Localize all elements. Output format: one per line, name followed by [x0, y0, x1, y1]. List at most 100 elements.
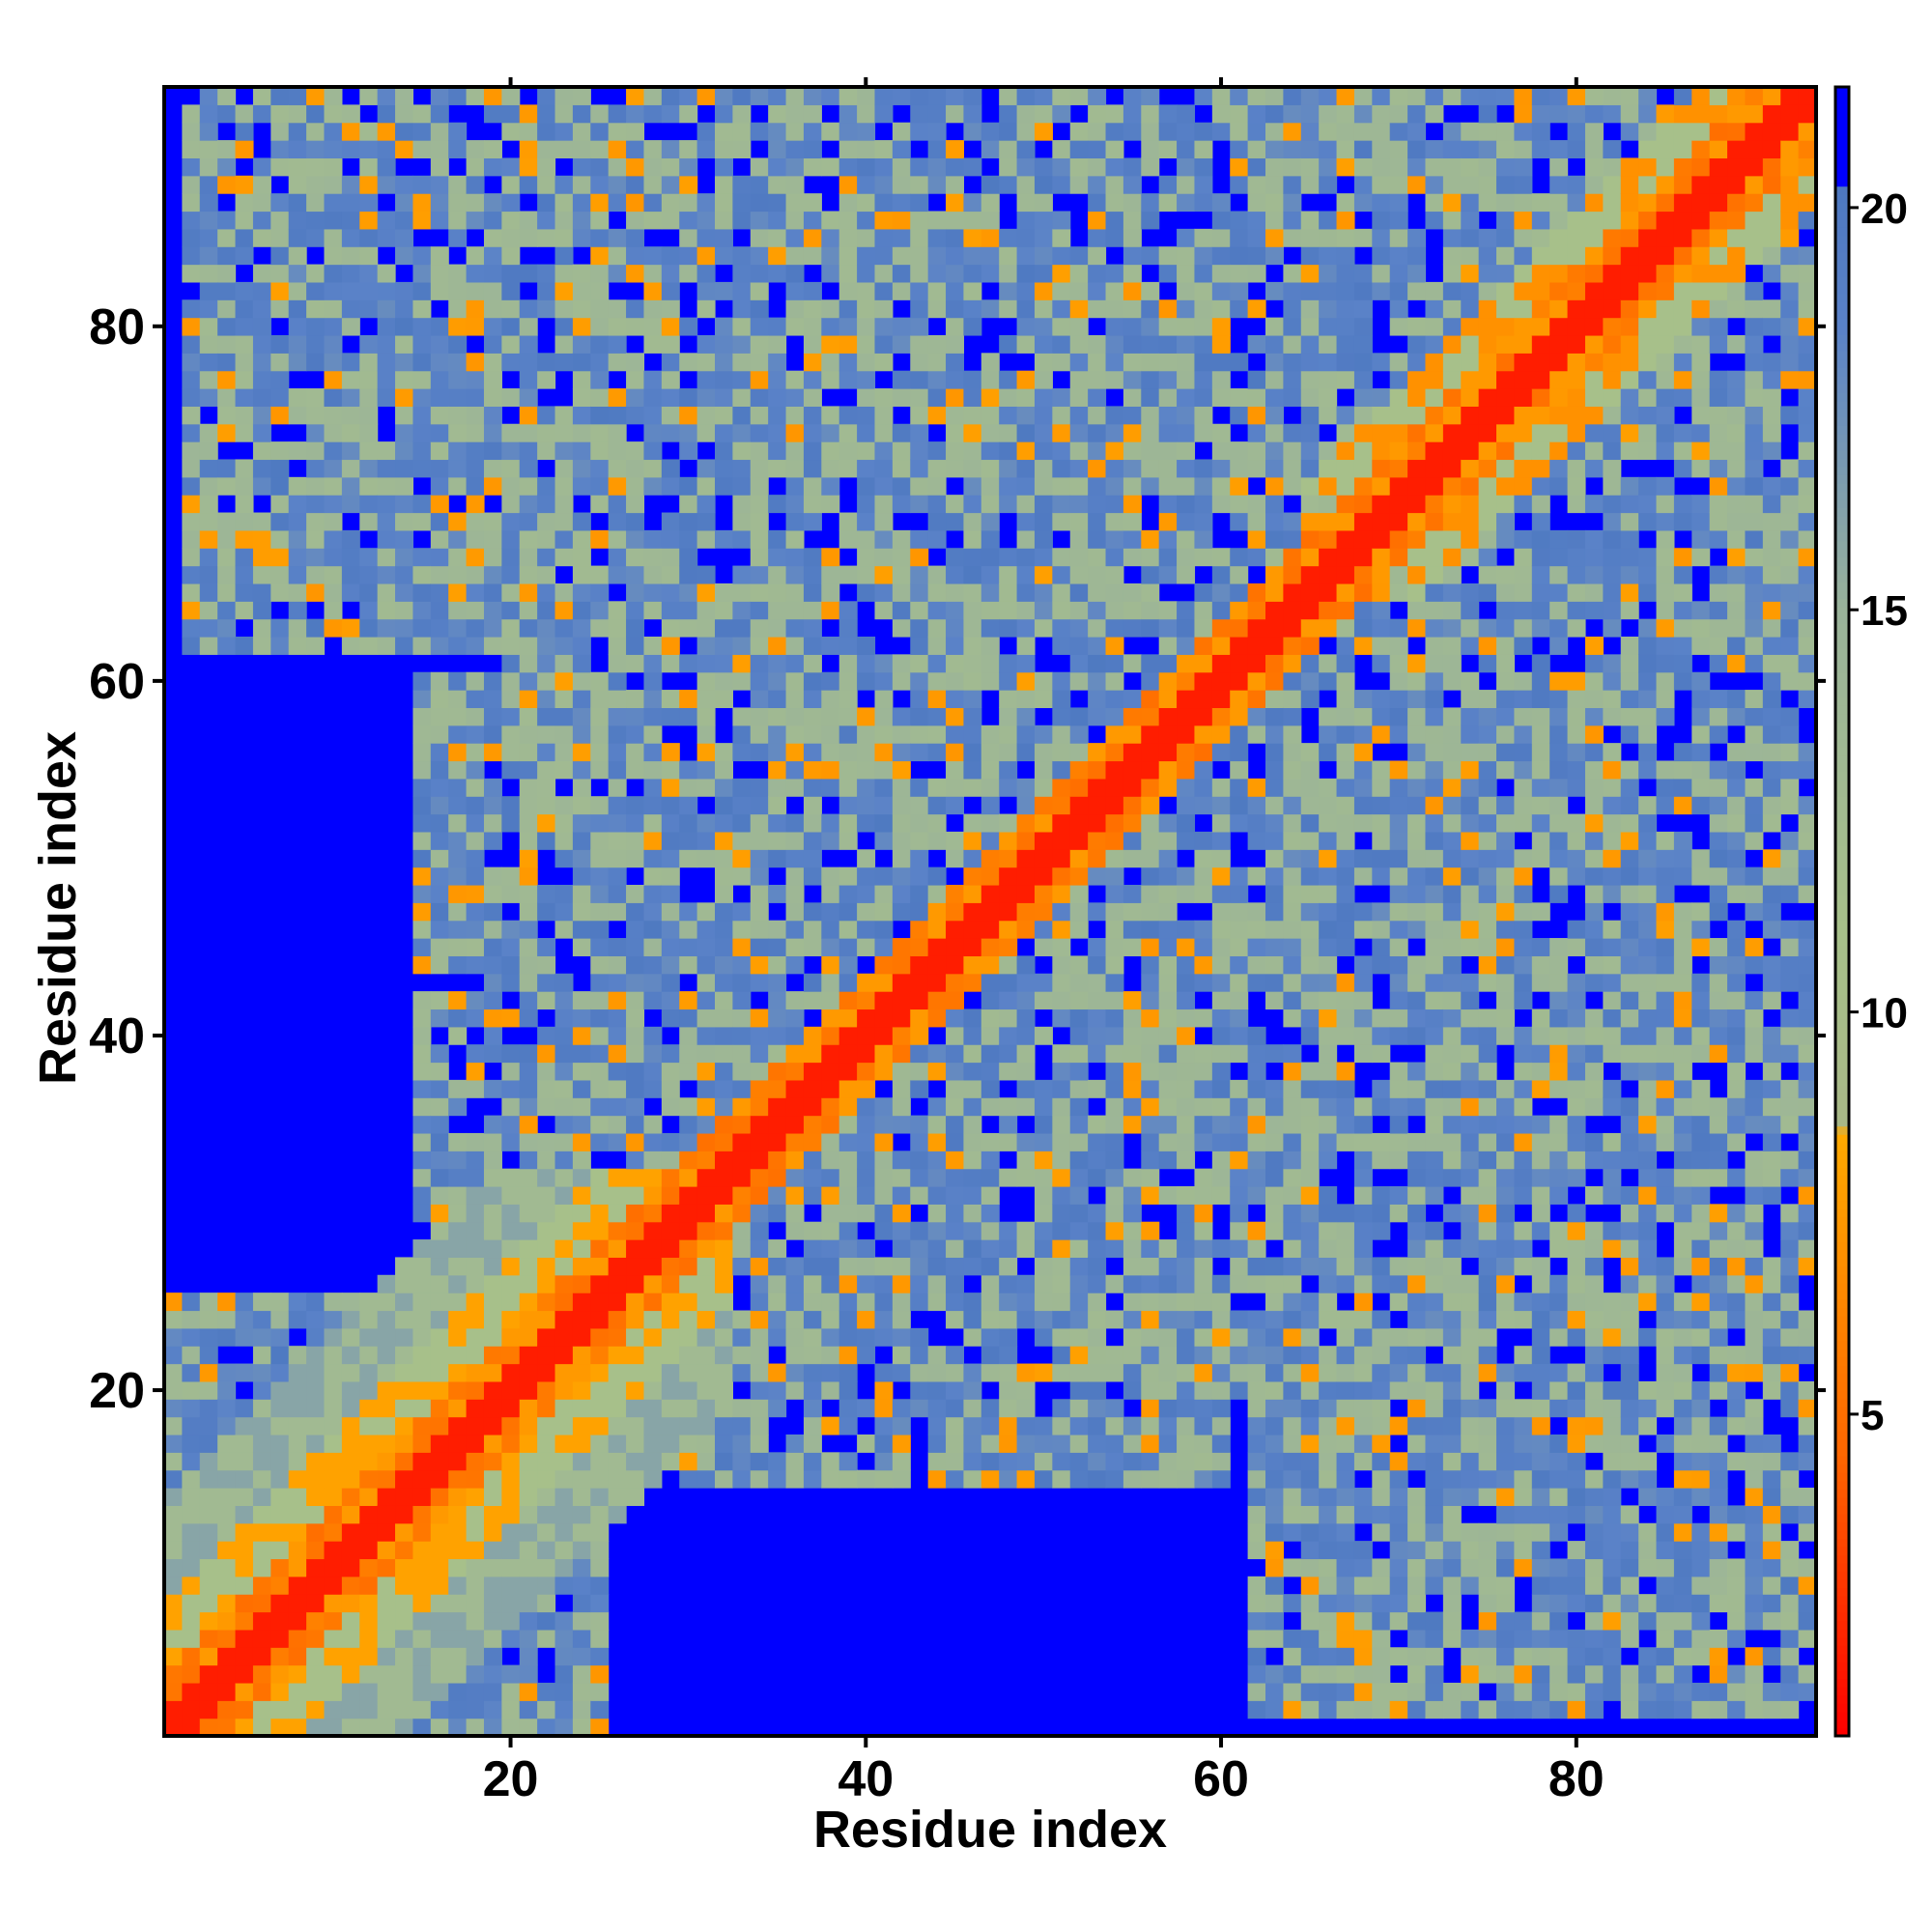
heatmap-cell	[1319, 831, 1338, 850]
heatmap-cell	[217, 459, 237, 478]
heatmap-cell	[412, 582, 432, 602]
heatmap-cell	[306, 1327, 326, 1347]
heatmap-cell	[217, 1700, 237, 1719]
heatmap-cell	[715, 973, 733, 992]
heatmap-cell	[1336, 796, 1355, 815]
heatmap-cell	[1283, 512, 1302, 531]
heatmap-cell	[838, 1168, 858, 1187]
heatmap-cell	[910, 353, 929, 372]
heatmap-cell	[1247, 778, 1266, 797]
heatmap-cell	[715, 991, 733, 1010]
heatmap-cell	[1158, 1452, 1178, 1471]
heatmap-cell	[1177, 920, 1196, 939]
heatmap-cell	[1177, 1363, 1196, 1382]
heatmap-cell	[306, 122, 326, 141]
heatmap-cell	[1016, 1044, 1036, 1064]
heatmap-cell	[554, 1062, 574, 1081]
heatmap-cell	[235, 104, 254, 124]
heatmap-cell	[572, 707, 591, 726]
heatmap-cell	[430, 1380, 449, 1400]
heatmap-cell	[679, 1434, 698, 1453]
heatmap-cell	[590, 884, 610, 903]
heatmap-cell	[1122, 317, 1142, 336]
heatmap-cell	[1069, 1293, 1089, 1312]
heatmap-cell	[1372, 1009, 1391, 1028]
heatmap-cell	[1300, 1522, 1320, 1542]
heatmap-cell	[661, 778, 680, 797]
heatmap-cell	[1034, 1293, 1053, 1312]
heatmap-cell	[946, 1346, 965, 1365]
heatmap-cell	[430, 1274, 449, 1293]
heatmap-cell	[377, 618, 396, 638]
heatmap-cell	[1052, 459, 1071, 478]
heatmap-cell	[696, 1132, 716, 1151]
heatmap-cell	[946, 1310, 965, 1329]
heatmap-cell	[999, 228, 1018, 247]
heatmap-cell	[466, 1168, 485, 1187]
heatmap-cell	[963, 1310, 982, 1329]
heatmap-cell	[519, 1079, 538, 1098]
heatmap-cell	[1353, 193, 1373, 213]
heatmap-cell	[412, 1576, 432, 1595]
heatmap-cell	[448, 281, 468, 300]
heatmap-cell	[412, 1346, 432, 1365]
heatmap-cell	[768, 690, 787, 709]
heatmap-cell	[466, 281, 485, 300]
heatmap-cell	[1016, 601, 1036, 620]
heatmap-cell	[715, 938, 733, 956]
heatmap-cell	[1122, 476, 1142, 496]
heatmap-cell	[1336, 1239, 1355, 1259]
heatmap-cell	[732, 1151, 752, 1170]
heatmap-cell	[519, 724, 538, 744]
heatmap-cell	[324, 1647, 343, 1666]
heatmap-cell	[1105, 1168, 1124, 1187]
heatmap-cell	[590, 1718, 610, 1737]
heatmap-cell	[1211, 548, 1231, 567]
heatmap-cell	[590, 1647, 610, 1666]
heatmap-cell	[341, 281, 360, 300]
heatmap-cell	[1407, 1488, 1427, 1506]
heatmap-cell	[1141, 867, 1160, 886]
heatmap-cell	[679, 1469, 698, 1489]
heatmap-cell	[1211, 724, 1231, 744]
heatmap-cell	[643, 778, 663, 797]
heatmap-cell	[980, 991, 1000, 1010]
heatmap-cell	[1158, 476, 1178, 496]
heatmap-cell	[1300, 441, 1320, 461]
heatmap-cell	[1407, 1132, 1427, 1151]
heatmap-cell	[821, 707, 840, 726]
heatmap-cell	[1319, 1026, 1338, 1045]
heatmap-cell	[1300, 1380, 1320, 1400]
heatmap-cell	[980, 246, 1000, 266]
heatmap-cell	[1247, 1327, 1266, 1347]
heatmap-cell	[838, 991, 858, 1010]
heatmap-cell	[626, 1416, 645, 1435]
heatmap-cell	[324, 1399, 343, 1418]
heatmap-cell	[430, 778, 449, 797]
heatmap-cell	[1122, 1115, 1142, 1134]
heatmap-cell	[501, 512, 521, 531]
heatmap-cell	[626, 1274, 645, 1293]
heatmap-cell	[554, 87, 574, 105]
heatmap-cell	[590, 140, 610, 159]
heatmap-cell	[412, 1469, 432, 1489]
heatmap-cell	[1265, 353, 1284, 372]
heatmap-cell	[910, 459, 929, 478]
heatmap-cell	[501, 1115, 521, 1134]
heatmap-cell	[1141, 529, 1160, 549]
heatmap-cell	[838, 1380, 858, 1400]
heatmap-cell	[1105, 1274, 1124, 1293]
heatmap-cell	[519, 423, 538, 442]
heatmap-cell	[626, 991, 645, 1010]
heatmap-cell	[838, 1257, 858, 1276]
heatmap-cell	[892, 760, 911, 780]
heatmap-cell	[1265, 406, 1284, 425]
heatmap-cell	[164, 1541, 183, 1560]
heatmap-cell	[857, 1327, 876, 1347]
heatmap-cell	[821, 938, 840, 956]
heatmap-cell	[448, 441, 468, 461]
heatmap-cell	[1122, 1327, 1142, 1347]
heatmap-cell	[252, 1293, 271, 1312]
heatmap-cell	[1265, 813, 1284, 833]
heatmap-cell	[199, 1576, 218, 1595]
